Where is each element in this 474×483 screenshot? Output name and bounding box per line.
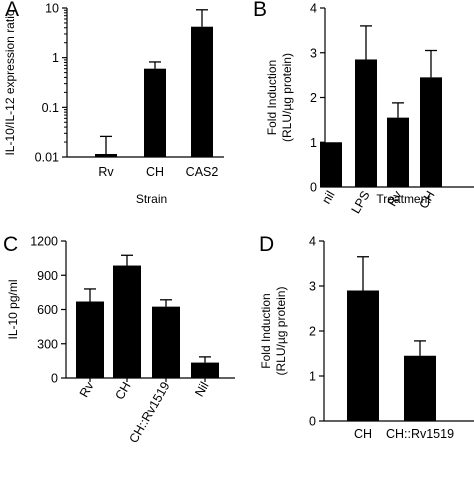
panel-b-bar-0 — [320, 142, 342, 187]
panel-a-bar-1 — [144, 68, 166, 157]
panel-a-xtick-label-1: CH — [146, 165, 164, 179]
panel-d-xtick-label-1: CH::Rv1519 — [386, 427, 454, 441]
panel-c-xtick-label-2: CH::Rv1519 — [126, 379, 172, 445]
panel-d-ytick-label: 4 — [309, 235, 316, 249]
panel-c-bar-2 — [152, 306, 180, 378]
panel-a-ytick-label: 0.01 — [35, 151, 59, 165]
panel-a-xtick-label-2: CAS2 — [186, 165, 219, 179]
panel-b-ytick-label: 0 — [310, 181, 317, 195]
panel-a-ytick-label: 1 — [52, 51, 59, 65]
panel-d-ytick-label: 0 — [309, 415, 316, 429]
panel-b-xtick-label-0: nil — [319, 189, 337, 207]
panel-a-ytick-label: 10 — [45, 2, 59, 16]
panel-a-ytick-label: 0.1 — [42, 101, 59, 115]
panel-c-letter: C — [3, 233, 18, 256]
panel-d-ytick-label: 3 — [309, 280, 316, 294]
panel-c-xtick-label-0: Rv — [77, 379, 97, 400]
panel-d-ylabel-line1: Fold Induction — [259, 293, 273, 368]
panel-c-xtick-label-3: Nil — [192, 380, 211, 400]
panel-b-ylabel-line2: (RLU/µg protein) — [280, 53, 294, 142]
panel-a-xlabel: Strain — [136, 192, 167, 206]
panel-d-letter: D — [259, 233, 274, 256]
panel-a-letter: A — [5, 0, 19, 21]
panel-d-ytick-label: 1 — [309, 370, 316, 384]
panel-d-bar-0 — [347, 290, 379, 421]
panel-a-bar-2 — [191, 26, 213, 158]
panel-c-ylabel: IL-10 pg/ml — [6, 279, 20, 339]
panel-c-xtick-label-1: CH — [112, 380, 133, 403]
panel-c-bar-1 — [113, 265, 141, 378]
panel-b-ytick-label: 1 — [310, 136, 317, 150]
panel-b-xlabel: Treatment — [376, 192, 431, 206]
panel-b-ytick-label: 4 — [310, 2, 317, 16]
panel-b-ytick-label: 2 — [310, 91, 317, 105]
panel-b-bar-1 — [355, 59, 377, 187]
panel-c-ytick-label: 600 — [37, 303, 58, 317]
panel-c-bar-3 — [191, 362, 219, 378]
panel-c-bar-0 — [76, 301, 104, 378]
panel-b-bar-3 — [420, 77, 442, 187]
panel-b-xtick-label-1: LPS — [349, 189, 373, 216]
panel-a-xtick-label-0: Rv — [98, 165, 114, 179]
panel-b-ylabel-line1: Fold Induction — [265, 60, 279, 135]
panel-b-ytick-label: 3 — [310, 46, 317, 60]
panel-b-bar-2 — [387, 117, 409, 187]
panel-b-letter: B — [253, 0, 267, 21]
panel-a-bar-0 — [95, 153, 117, 157]
panel-d-xtick-label-0: CH — [354, 427, 372, 441]
panel-c-ytick-label: 900 — [37, 269, 58, 283]
panel-a-ylabel: IL-10/IL-12 expression ratio — [3, 9, 17, 155]
panel-c-ytick-label: 0 — [51, 372, 58, 386]
panel-d-ytick-label: 2 — [309, 325, 316, 339]
panel-c-ytick-label: 300 — [37, 337, 58, 351]
panel-c-ytick-label: 1200 — [30, 235, 58, 249]
panel-d-ylabel-line2: (RLU/µg protein) — [274, 287, 288, 376]
panel-d-bar-1 — [404, 355, 436, 421]
panel-b-xtick-label-2: Rv — [385, 188, 405, 209]
